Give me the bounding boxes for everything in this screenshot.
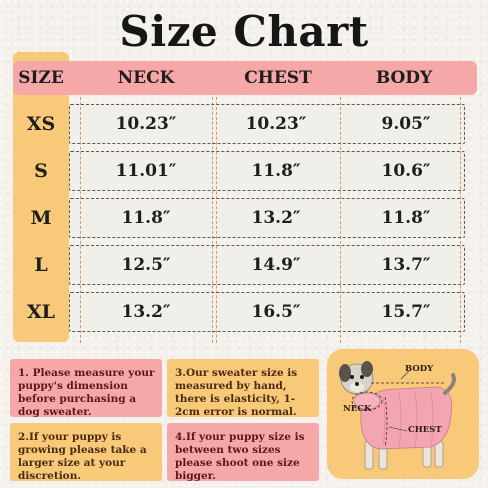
neck-value: 11.8″ bbox=[121, 208, 171, 228]
chest-value: 11.8″ bbox=[251, 161, 301, 181]
header-size: SIZE bbox=[18, 68, 64, 88]
body-label: BODY bbox=[405, 364, 434, 374]
chest-value: 16.5″ bbox=[251, 302, 301, 322]
table-row bbox=[69, 104, 465, 144]
header-neck: NECK bbox=[117, 68, 175, 88]
chest-value: 10.23″ bbox=[245, 114, 307, 134]
chest-label: CHEST bbox=[408, 425, 442, 435]
header-bar bbox=[13, 61, 477, 95]
size-label-l: L bbox=[34, 254, 48, 276]
body-value: 10.6″ bbox=[381, 161, 431, 181]
column-divider bbox=[80, 97, 81, 343]
page-title: Size Chart bbox=[119, 7, 369, 56]
column-divider bbox=[216, 97, 217, 343]
body-value: 11.8″ bbox=[381, 208, 431, 228]
neck-value: 11.01″ bbox=[115, 161, 177, 181]
note-growing: 2.If your puppy is growing please take a… bbox=[10, 423, 162, 482]
size-label-m: M bbox=[30, 207, 52, 229]
column-divider bbox=[212, 97, 213, 343]
table-row bbox=[69, 292, 465, 332]
column-divider bbox=[340, 97, 341, 343]
header-chest: CHEST bbox=[244, 68, 312, 88]
note-between-sizes: 4.If your puppy size is between two size… bbox=[167, 423, 319, 482]
row-background-m bbox=[69, 198, 465, 238]
table-row bbox=[69, 151, 465, 191]
column-divider bbox=[460, 97, 461, 343]
size-label-xl: XL bbox=[26, 301, 56, 323]
body-value: 9.05″ bbox=[381, 114, 431, 134]
neck-value: 10.23″ bbox=[115, 114, 177, 134]
dog-icon bbox=[339, 361, 456, 470]
chest-value: 14.9″ bbox=[251, 255, 301, 275]
size-label-xs: XS bbox=[26, 113, 56, 135]
neck-value: 12.5″ bbox=[121, 255, 171, 275]
table-row bbox=[69, 245, 465, 285]
header-body: BODY bbox=[375, 68, 433, 88]
row-background-l bbox=[69, 245, 465, 285]
row-background-xl bbox=[69, 292, 465, 332]
row-background-s bbox=[69, 151, 465, 191]
neck-label: NECK bbox=[343, 404, 372, 414]
body-value: 15.7″ bbox=[381, 302, 431, 322]
chest-value: 13.2″ bbox=[251, 208, 301, 228]
table-row bbox=[69, 198, 465, 238]
size-column-background bbox=[13, 52, 69, 342]
note-elasticity: 3.Our sweater size is measured by hand, … bbox=[167, 359, 319, 418]
row-background-xs bbox=[69, 104, 465, 144]
size-label-s: S bbox=[34, 160, 48, 182]
body-value: 13.7″ bbox=[381, 255, 431, 275]
neck-value: 13.2″ bbox=[121, 302, 171, 322]
note-measure: 1. Please measure your puppy's dimension… bbox=[10, 359, 162, 418]
